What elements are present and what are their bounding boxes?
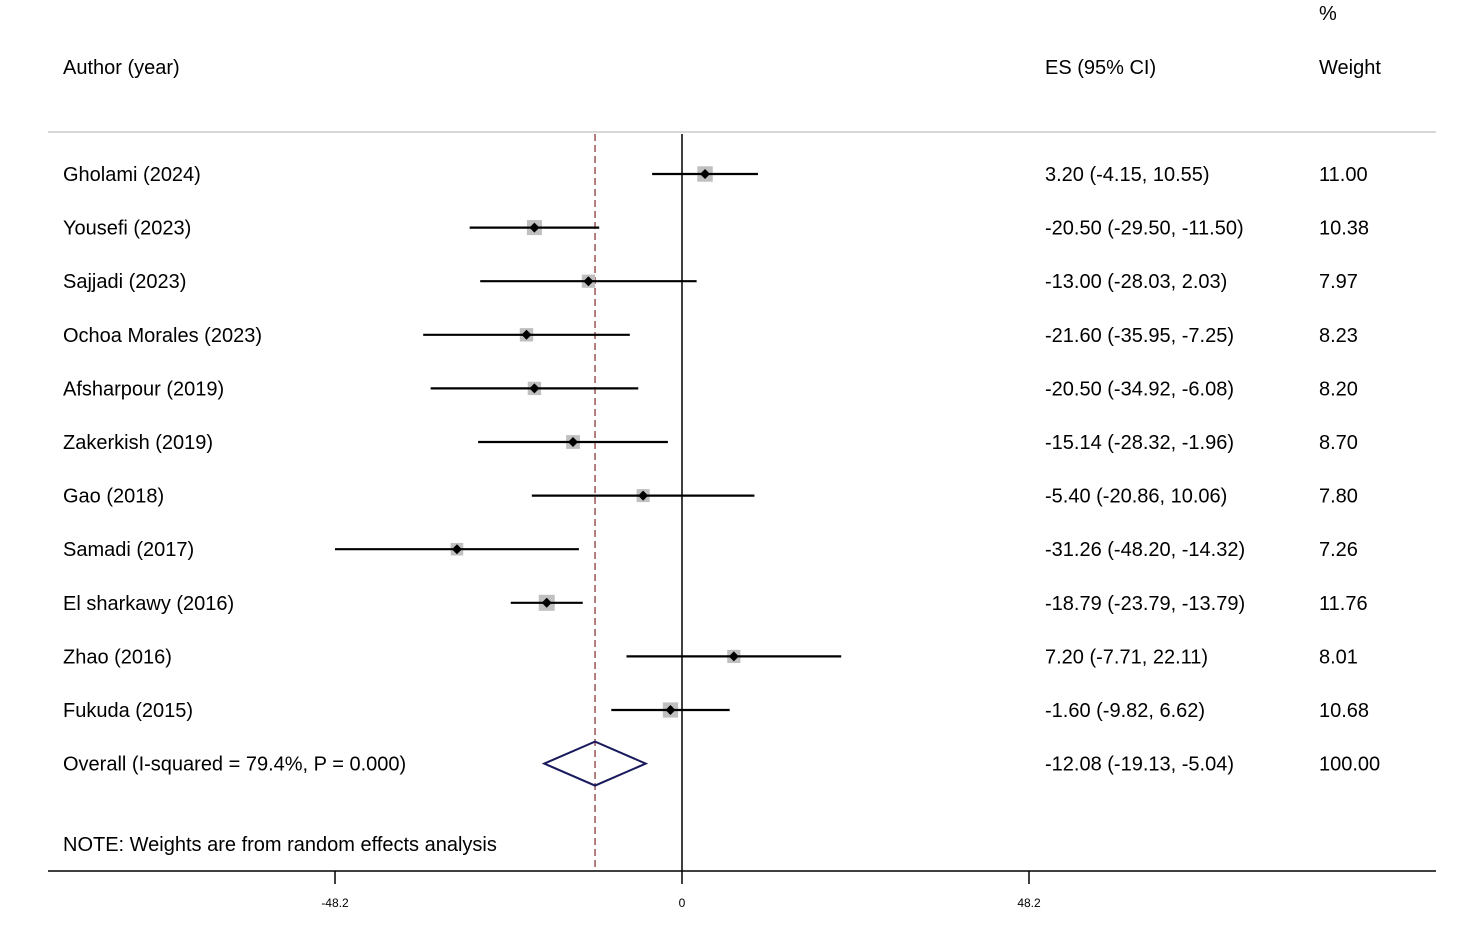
point-estimate-marker xyxy=(541,597,552,608)
study-row: Zhao (2016) 7.20 (-7.71, 22.11) 8.01 xyxy=(63,646,1358,668)
es-ci-value: -18.79 (-23.79, -13.79) xyxy=(1045,593,1245,615)
overall-label: Overall (I-squared = 79.4%, P = 0.000) xyxy=(63,754,406,776)
weight-value: 11.00 xyxy=(1319,164,1368,186)
study-label: Gholami (2024) xyxy=(63,164,201,186)
weight-value: 8.23 xyxy=(1319,325,1358,347)
weight-value: 7.26 xyxy=(1319,539,1358,561)
study-row: Fukuda (2015) -1.60 (-9.82, 6.62) 10.68 xyxy=(63,700,1369,722)
weight-value: 8.20 xyxy=(1319,378,1358,400)
study-label: El sharkawy (2016) xyxy=(63,593,234,615)
point-estimate-marker xyxy=(583,276,594,287)
weight-value: 7.97 xyxy=(1319,271,1358,293)
study-row: Yousefi (2023) -20.50 (-29.50, -11.50) 10.… xyxy=(63,218,1369,240)
point-estimate-marker xyxy=(521,329,532,340)
study-row: El sharkawy (2016) -18.79 (-23.79, -13.79… xyxy=(63,593,1368,615)
study-label: Gao (2018) xyxy=(63,486,164,508)
point-estimate-marker xyxy=(665,705,676,715)
study-row: Zakerkish (2019) -15.14 (-28.32, -1.96) 8.… xyxy=(63,432,1358,454)
es-ci-value: -1.60 (-9.82, 6.62) xyxy=(1045,700,1205,722)
weight-column-header: Weight xyxy=(1319,57,1381,79)
study-label: Zakerkish (2019) xyxy=(63,432,213,454)
study-label: Sajjadi (2023) xyxy=(63,271,186,293)
overall-es-ci-value: -12.08 (-19.13, -5.04) xyxy=(1045,754,1234,776)
study-label: Ochoa Morales (2023) xyxy=(63,325,262,347)
study-row: Ochoa Morales (2023) -21.60 (-35.95, -7.2… xyxy=(63,325,1358,347)
study-row: Gholami (2024) 3.20 (-4.15, 10.55) 11.00 xyxy=(63,164,1368,186)
overall-weight-value: 100.00 xyxy=(1319,754,1380,776)
es-ci-value: 3.20 (-4.15, 10.55) xyxy=(1045,164,1210,186)
es-ci-value: -20.50 (-34.92, -6.08) xyxy=(1045,378,1234,400)
x-tick-label: -48.2 xyxy=(321,896,349,910)
study-column-header: Author (year) xyxy=(63,57,180,79)
point-estimate-marker xyxy=(700,169,711,179)
study-label: Afsharpour (2019) xyxy=(63,378,224,400)
es-ci-value: -15.14 (-28.32, -1.96) xyxy=(1045,432,1234,454)
note-text: NOTE: Weights are from random effects an… xyxy=(63,834,497,856)
overall-diamond xyxy=(541,740,649,787)
weight-value: 11.76 xyxy=(1319,593,1368,615)
es-ci-value: -31.26 (-48.20, -14.32) xyxy=(1045,539,1245,561)
x-tick-label: 48.2 xyxy=(1017,896,1041,910)
study-label: Yousefi (2023) xyxy=(63,218,191,240)
es-ci-value: -5.40 (-20.86, 10.06) xyxy=(1045,486,1227,508)
point-estimate-marker xyxy=(529,222,540,233)
point-estimate-marker xyxy=(728,651,739,662)
weight-value: 7.80 xyxy=(1319,486,1358,508)
study-rows: Gholami (2024) 3.20 (-4.15, 10.55) 11.00 Yo… xyxy=(63,134,1380,871)
weight-header-percent: % xyxy=(1319,3,1337,25)
weight-value: 8.01 xyxy=(1319,646,1358,668)
point-estimate-marker xyxy=(451,544,462,555)
point-estimate-marker xyxy=(638,490,649,501)
study-row: Samadi (2017) -31.26 (-48.20, -14.32) 7.26 xyxy=(63,539,1358,561)
weight-value: 10.38 xyxy=(1319,218,1369,240)
study-row: Gao (2018) -5.40 (-20.86, 10.06) 7.80 xyxy=(63,486,1358,508)
overall-row: Overall (I-squared = 79.4%, P = 0.000) -1… xyxy=(63,740,1380,787)
x-axis-ticks: -48.2 0 48.2 xyxy=(321,871,1041,910)
es-ci-value: 7.20 (-7.71, 22.11) xyxy=(1045,646,1208,668)
study-label: Zhao (2016) xyxy=(63,646,172,668)
study-label: Samadi (2017) xyxy=(63,539,194,561)
weight-value: 8.70 xyxy=(1319,432,1358,454)
es-ci-value: -20.50 (-29.50, -11.50) xyxy=(1045,218,1244,240)
study-row: Sajjadi (2023) -13.00 (-28.03, 2.03) 7.97 xyxy=(63,271,1358,293)
study-row: Afsharpour (2019) -20.50 (-34.92, -6.08) 8… xyxy=(63,378,1358,400)
study-label: Fukuda (2015) xyxy=(63,700,193,722)
x-tick-label: 0 xyxy=(679,896,686,910)
es-ci-value: -21.60 (-35.95, -7.25) xyxy=(1045,325,1234,347)
es-ci-value: -13.00 (-28.03, 2.03) xyxy=(1045,271,1227,293)
point-estimate-marker xyxy=(568,437,579,447)
point-estimate-marker xyxy=(529,383,540,394)
weight-value: 10.68 xyxy=(1319,700,1369,722)
es-column-header: ES (95% CI) xyxy=(1045,57,1156,79)
